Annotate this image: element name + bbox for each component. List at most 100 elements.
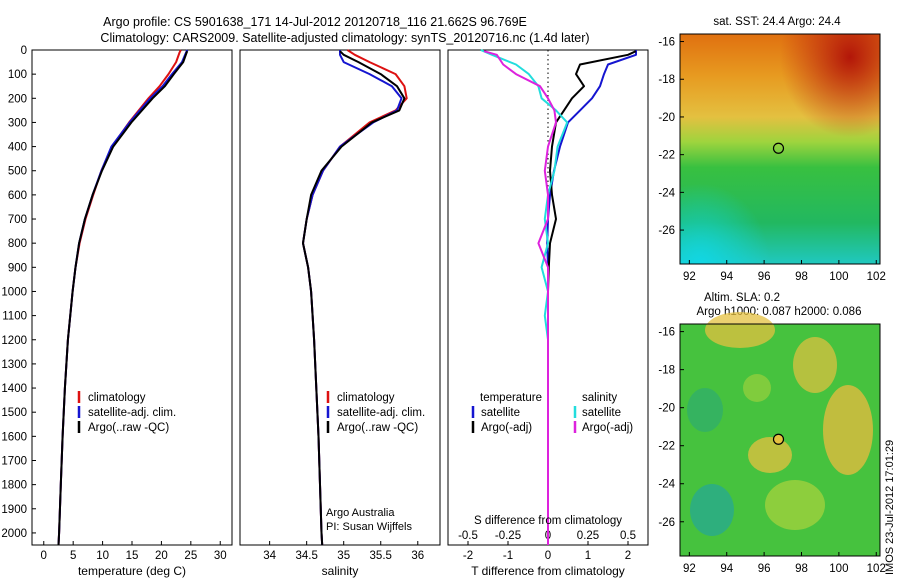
sla-map-lon-tick-label: 94	[720, 563, 733, 575]
s-difference-tick-label: 0.25	[577, 530, 599, 542]
sst-map-lat-tick-label: -22	[658, 150, 675, 162]
legend-climatology-label: climatology	[337, 392, 395, 404]
salinity-x-tick-label: 36	[411, 550, 424, 562]
sst-map-lon-tick-label: 102	[867, 271, 886, 283]
sla-map-lon-tick-label: 98	[795, 563, 808, 575]
sla-map-panel: Altim. SLA: 0.2 Argo h1000: 0.087 h2000:…	[658, 292, 885, 575]
sst-map-lat-tick-label: -24	[658, 187, 675, 199]
difference-x-tick-label: 1	[585, 550, 591, 562]
temperature-x-tick-label: 25	[184, 550, 197, 562]
sla-map-lat-tick-label: -22	[658, 441, 675, 453]
difference-series-group	[480, 49, 637, 545]
sla-map-lat-tick-label: -18	[658, 365, 675, 377]
sla-map-frame	[679, 323, 881, 557]
legend-argo-label: Argo(..raw -QC)	[337, 422, 418, 434]
sla-low-patch	[687, 388, 723, 432]
s-difference-xlabel: S difference from climatology	[474, 515, 622, 527]
sst-map-lat-tick-label: -18	[658, 74, 675, 86]
sst-map-lon-tick-label: 94	[720, 271, 733, 283]
depth-tick-label: 1500	[1, 407, 27, 419]
depth-tick-label: 500	[8, 166, 27, 178]
salinity-x-tick-label: 35	[337, 550, 350, 562]
sst-map-title: sat. SST: 24.4 Argo: 24.4	[713, 16, 841, 28]
depth-tick-label: 300	[8, 117, 27, 129]
temperature-x-tick-label: 5	[70, 550, 76, 562]
temperature-legend: climatology satellite-adj. clim. Argo(..…	[77, 391, 176, 434]
temperature-xtick-group: 0 5 10 15 20 25 30	[41, 541, 227, 562]
sst-map-lon-tick-label: 100	[829, 271, 848, 283]
depth-tick-label: 1100	[2, 311, 27, 323]
sla-map-lon-tick-label: 100	[829, 563, 848, 575]
sla-high-patch	[823, 385, 873, 475]
legend-climatology-label: climatology	[88, 392, 146, 404]
temperature-xlabel: temperature (deg C)	[78, 564, 186, 578]
temperature-x-tick-label: 0	[41, 550, 47, 562]
depth-tick-label: 700	[8, 214, 27, 226]
depth-ytick-group: 0 100 200 300 400 500 600 700 800 900 1000 1100 1200…	[1, 45, 36, 540]
sst-map-lon-tick-label: 98	[795, 271, 808, 283]
sla-map-lat-tick-label: -24	[658, 479, 675, 491]
depth-tick-label: 1200	[1, 335, 27, 347]
difference-x-tick-label: -2	[463, 550, 473, 562]
salinity-plot-frame	[239, 49, 441, 546]
depth-tick-label: 2000	[1, 528, 27, 540]
depth-tick-label: 1300	[1, 359, 27, 371]
sst-map-frame	[679, 33, 881, 265]
salinity-panel: 34 34.5 35 35.5 36 salinity climatology sate…	[239, 49, 441, 578]
sla-map-lon-tick-label: 102	[867, 563, 886, 575]
salinity-xlabel: salinity	[322, 564, 359, 578]
s-difference-tick-label: 0.5	[620, 530, 636, 542]
salinity-x-tick-label: 34	[263, 550, 276, 562]
temperature-x-tick-label: 30	[214, 550, 227, 562]
sla-high-patch	[705, 312, 775, 348]
s-difference-tick-label: -0.5	[458, 530, 478, 542]
difference-panel: -2 -1 0 1 2-0.5 -0.25 0 0.25 0.5 S difference fr…	[447, 49, 649, 578]
s-difference-tick-label: -0.25	[495, 530, 521, 542]
figure-title-line1: Argo profile: CS 5901638_171 14-Jul-2012…	[103, 15, 527, 29]
temperature-x-tick-label: 10	[96, 550, 109, 562]
argo-float-marker	[772, 433, 785, 445]
depth-tick-label: 400	[8, 142, 27, 154]
legend-satellite-label: satellite-adj. clim.	[88, 407, 176, 419]
legend-sal-satellite-label: satellite	[582, 407, 621, 419]
sla-high-patch	[793, 337, 837, 393]
depth-tick-label: 900	[8, 262, 27, 274]
depth-tick-label: 1700	[1, 455, 27, 467]
sla-map-lon-tick-label: 92	[683, 563, 696, 575]
temperature-panel: 0 5 10 15 20 25 30 0 100 200 300 400 500 600 700 800 90…	[1, 45, 233, 578]
sla-high-patch	[748, 437, 792, 473]
temperature-plot-frame	[31, 49, 233, 546]
depth-tick-label: 600	[8, 190, 27, 202]
salinity-series-group	[302, 49, 408, 546]
difference-x-tick-label: 0	[545, 550, 551, 562]
temperature-series-group	[57, 49, 189, 546]
depth-tick-label: 100	[8, 69, 27, 81]
sla-map-lat-tick-label: -20	[658, 403, 675, 415]
depth-tick-label: 1600	[1, 431, 27, 443]
series-line-salinity-argo-adj-	[483, 50, 557, 545]
salinity-xtick-group: 34 34.5 35 35.5 36	[263, 541, 424, 562]
sla-low-patch	[690, 484, 734, 536]
sst-map-tick-group: 92 94 96 98 100 102 -16 -18 -20 -22 -24 -26	[658, 37, 885, 283]
temperature-x-tick-label: 20	[155, 550, 168, 562]
legend-satellite-label: satellite-adj. clim.	[337, 407, 425, 419]
depth-tick-label: 800	[8, 238, 27, 250]
temperature-x-tick-label: 15	[126, 550, 139, 562]
figure-title-line2: Climatology: CARS2009. Satellite-adjuste…	[100, 31, 589, 45]
salinity-legend: climatology satellite-adj. clim. Argo(..…	[326, 391, 425, 434]
credit-line2: PI: Susan Wijffels	[326, 521, 412, 533]
sla-mid-patch	[765, 480, 825, 530]
sla-map-lat-tick-label: -16	[658, 327, 675, 339]
depth-tick-label: 1800	[1, 480, 27, 492]
legend-argo-label: Argo(..raw -QC)	[88, 422, 169, 434]
credit-line1: Argo Australia	[326, 507, 395, 519]
series-line-argo-raw-qc-	[302, 50, 406, 546]
t-difference-xlabel: T difference from climatology	[471, 564, 625, 578]
difference-x-tick-label: -1	[503, 550, 513, 562]
sst-cool-patch	[680, 34, 880, 264]
sla-mid-patch	[743, 374, 771, 402]
depth-tick-label: 200	[8, 93, 27, 105]
sst-map-lat-tick-label: -16	[658, 37, 675, 49]
legend-temperature-title: temperature	[480, 392, 542, 404]
